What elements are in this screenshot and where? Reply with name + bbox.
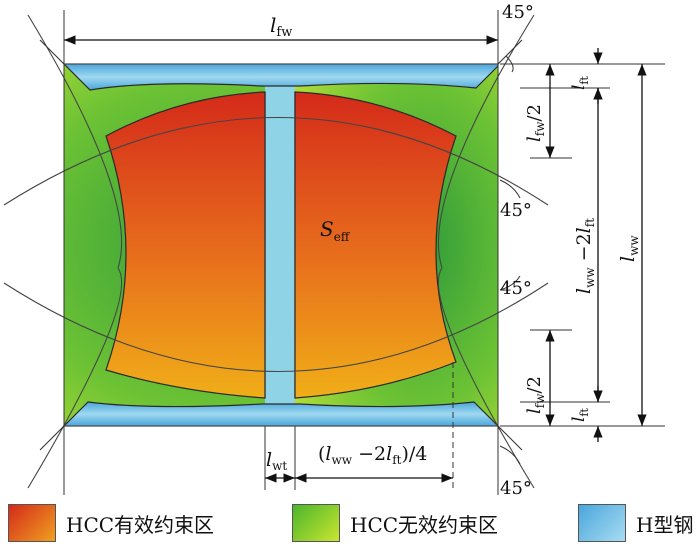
label-angle-bottom: 45°	[500, 478, 532, 499]
angle-arcs	[499, 55, 521, 465]
label-top-width: lfw	[270, 13, 292, 40]
bottom-flange	[62, 401, 500, 427]
label-half-flange-top: lfw/2	[524, 104, 547, 142]
top-flange	[62, 63, 499, 91]
legend-swatch-steel	[578, 504, 626, 542]
legend-item-effective: HCC有效约束区	[8, 503, 214, 543]
legend-label-ineffective: HCC无效约束区	[350, 512, 499, 537]
label-web-thickness: lwt	[266, 449, 287, 473]
legend-swatch-ineffective	[292, 504, 340, 542]
label-seff: Seff	[320, 217, 351, 244]
effective-zone-left	[105, 91, 266, 399]
label-half-flange-bottom: lfw/2	[524, 376, 547, 414]
legend-item-ineffective: HCC无效约束区	[292, 503, 498, 543]
label-quarter-web: (lww −2lft)/4	[318, 443, 427, 467]
label-flange-thk-bottom: lft	[569, 407, 591, 422]
legend-label-effective: HCC有效约束区	[66, 512, 215, 537]
legend-swatch-effective	[8, 504, 56, 542]
label-angle-mid-upper: 45°	[500, 200, 532, 221]
legend-label-steel: H型钢	[636, 512, 694, 537]
confinement-arcs	[3, 14, 549, 489]
label-angle-mid-lower: 45°	[500, 278, 532, 299]
legend-item-steel: H型钢	[578, 503, 693, 543]
web-plate	[265, 86, 295, 406]
label-angle-top: 45°	[502, 2, 534, 23]
label-flange-thk-top: lft	[569, 75, 591, 90]
h-steel-confinement-diagram: lfw Seff 45° 45° 45° 45° lft lft lfw/2 l…	[3, 2, 665, 499]
label-web-height: lww −2lft	[573, 218, 597, 294]
corner-diagonals	[39, 39, 523, 451]
label-total-height: lww	[617, 235, 641, 262]
dimension-arrows	[64, 35, 647, 483]
legend: HCC有效约束区 HCC无效约束区 H型钢	[0, 500, 700, 548]
effective-zone-right	[294, 91, 457, 399]
